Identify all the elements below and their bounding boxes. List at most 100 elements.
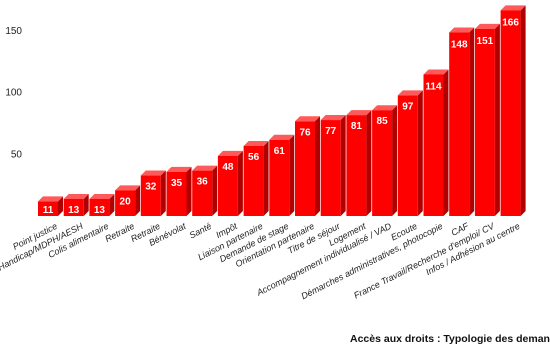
bars: 11 13 13 20 32 35 36 48 56 61 76 77 81 85 97 114 148 151 1…: [38, 5, 526, 217]
bar-front: [372, 110, 393, 216]
data-label: 32: [145, 182, 157, 193]
bar-front: [269, 139, 290, 216]
data-label: 61: [274, 146, 286, 157]
bar-front: [140, 175, 161, 216]
data-label: 85: [377, 116, 389, 127]
data-label: 11: [43, 205, 54, 216]
bar: 61: [269, 134, 295, 216]
bar: 13: [89, 193, 115, 216]
data-label: 35: [171, 178, 183, 189]
bar-top: [140, 170, 166, 176]
bar-side: [520, 5, 526, 216]
bar-top: [192, 165, 218, 171]
bar-top: [115, 185, 141, 191]
bar-side: [340, 115, 346, 216]
y-tick-label: 150: [5, 26, 22, 37]
data-label: 76: [299, 127, 311, 138]
bar-top: [500, 5, 526, 11]
bar: 35: [166, 166, 192, 216]
bar-front: [38, 201, 58, 216]
bar-side: [83, 193, 89, 216]
bar-side: [417, 90, 423, 216]
bar-top: [423, 69, 449, 75]
bar-front: [115, 190, 136, 216]
bar-front: [63, 198, 84, 216]
bar-front: [346, 115, 367, 216]
data-label: 77: [325, 126, 337, 137]
bar-side: [58, 196, 63, 216]
bar-top: [89, 193, 115, 199]
bar-front: [166, 171, 187, 216]
bar-side: [392, 105, 398, 216]
bar-top: [38, 196, 63, 202]
data-label: 13: [68, 205, 80, 216]
data-label: 151: [477, 36, 494, 47]
bar-side: [109, 193, 115, 216]
bar: 76: [295, 116, 320, 216]
data-label: 56: [248, 152, 260, 163]
bar-top: [295, 116, 320, 122]
data-label: 148: [451, 40, 468, 51]
bar-top: [320, 115, 346, 121]
bar-side: [494, 23, 500, 216]
bar-side: [289, 134, 295, 216]
x-tick-label: Santé: [188, 221, 214, 241]
bar-top: [243, 140, 269, 146]
bar: 151: [474, 23, 500, 216]
bar: 77: [320, 115, 346, 216]
bar-side: [212, 165, 218, 216]
bar-top: [217, 150, 243, 156]
data-label: 13: [94, 205, 106, 216]
bar-front: [474, 28, 495, 216]
bar: 48: [217, 150, 243, 216]
chart-title: Accès aux droits : Typologie des demande…: [350, 333, 550, 345]
bar-side: [160, 170, 166, 216]
bar-top: [166, 166, 192, 172]
bar: 166: [500, 5, 526, 216]
bar-side: [366, 110, 372, 216]
data-label: 36: [197, 177, 209, 188]
bar-top: [474, 23, 500, 29]
bar-top: [269, 134, 295, 140]
bar: 148: [449, 27, 475, 217]
data-label: 114: [425, 81, 442, 92]
bar-top: [397, 90, 423, 96]
bar: 97: [397, 90, 423, 216]
bar-side: [443, 69, 449, 216]
bar-front: [243, 145, 264, 216]
data-label: 20: [120, 196, 132, 207]
bar-front: [397, 95, 418, 216]
bar: 36: [192, 165, 218, 216]
bar-front: [295, 121, 315, 216]
bar: 20: [115, 185, 141, 216]
data-label: 81: [351, 121, 363, 132]
bar-top: [346, 110, 372, 116]
y-tick-label: 100: [5, 88, 22, 99]
data-label: 166: [502, 17, 519, 28]
data-label: 97: [402, 101, 414, 112]
bar: 56: [243, 140, 269, 216]
bar: 81: [346, 110, 372, 216]
bar-side: [186, 166, 192, 216]
bar: 13: [63, 193, 89, 216]
data-label: 48: [222, 162, 234, 173]
bar-top: [372, 105, 398, 111]
bar: 114: [423, 69, 449, 216]
bar-front: [423, 74, 444, 216]
bar-side: [263, 140, 269, 216]
bar-front: [217, 155, 238, 216]
bar: 85: [372, 105, 398, 216]
bar-side: [135, 185, 141, 216]
bar-top: [63, 193, 89, 199]
bar-front: [89, 198, 110, 216]
bar-front: [500, 10, 521, 216]
bar: 11: [38, 196, 63, 216]
bar-side: [315, 116, 320, 216]
bar-top: [449, 27, 475, 33]
y-axis: 50 100 150: [5, 26, 22, 160]
bar-side: [469, 27, 475, 216]
bar: 32: [140, 170, 166, 216]
y-tick-label: 50: [11, 149, 23, 160]
